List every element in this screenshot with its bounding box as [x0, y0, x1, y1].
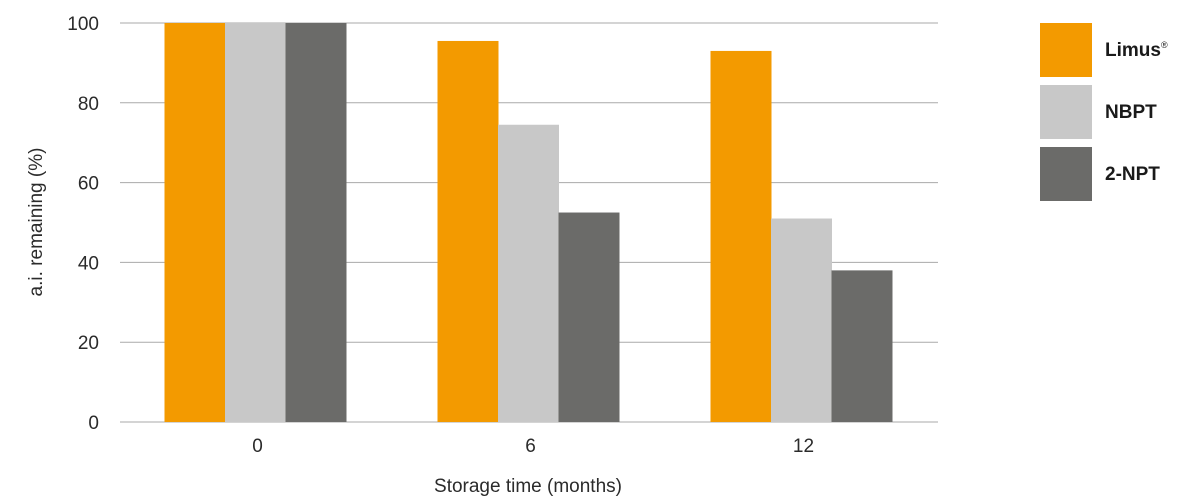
legend-registered-mark: ® — [1161, 40, 1168, 50]
bar-nbpt-12 — [771, 218, 832, 422]
bars — [164, 23, 893, 423]
y-tick-label: 20 — [78, 333, 99, 354]
y-tick-label: 80 — [78, 94, 99, 115]
y-axis-label: a.i. remaining (%) — [26, 148, 47, 297]
x-tick-label: 6 — [525, 436, 536, 457]
bar-2-npt-0 — [285, 23, 347, 422]
legend-label-2-npt: 2-NPT — [1105, 164, 1160, 185]
y-tick-label: 60 — [78, 174, 99, 195]
x-tick-labels: 0 6 12 — [252, 436, 814, 457]
legend-swatch-nbpt — [1040, 85, 1092, 139]
x-axis-label: Storage time (months) — [434, 476, 622, 497]
legend-name: Limus — [1105, 40, 1161, 61]
legend: Limus® NBPT 2-NPT — [1040, 23, 1168, 201]
bar-limus-6 — [437, 40, 499, 422]
bar-nbpt-0 — [225, 23, 286, 422]
legend-label-limus: Limus® — [1105, 40, 1168, 61]
legend-swatch-limus — [1040, 23, 1092, 77]
x-tick-label: 12 — [793, 436, 814, 457]
y-tick-label: 40 — [78, 253, 99, 274]
bar-limus-12 — [710, 50, 772, 423]
legend-swatch-2-npt — [1040, 147, 1092, 201]
bar-nbpt-6 — [498, 124, 559, 423]
x-tick-label: 0 — [252, 436, 263, 457]
legend-name: NBPT — [1105, 102, 1157, 123]
bar-2-npt-6 — [558, 212, 620, 422]
bar-limus-0 — [164, 23, 226, 422]
legend-name: 2-NPT — [1105, 164, 1160, 185]
y-tick-label: 100 — [67, 14, 99, 35]
y-tick-label: 0 — [88, 413, 99, 434]
legend-label-nbpt: NBPT — [1105, 102, 1157, 123]
bar-2-npt-12 — [831, 270, 893, 422]
y-tick-labels: 0 20 40 60 80 100 — [67, 14, 99, 434]
